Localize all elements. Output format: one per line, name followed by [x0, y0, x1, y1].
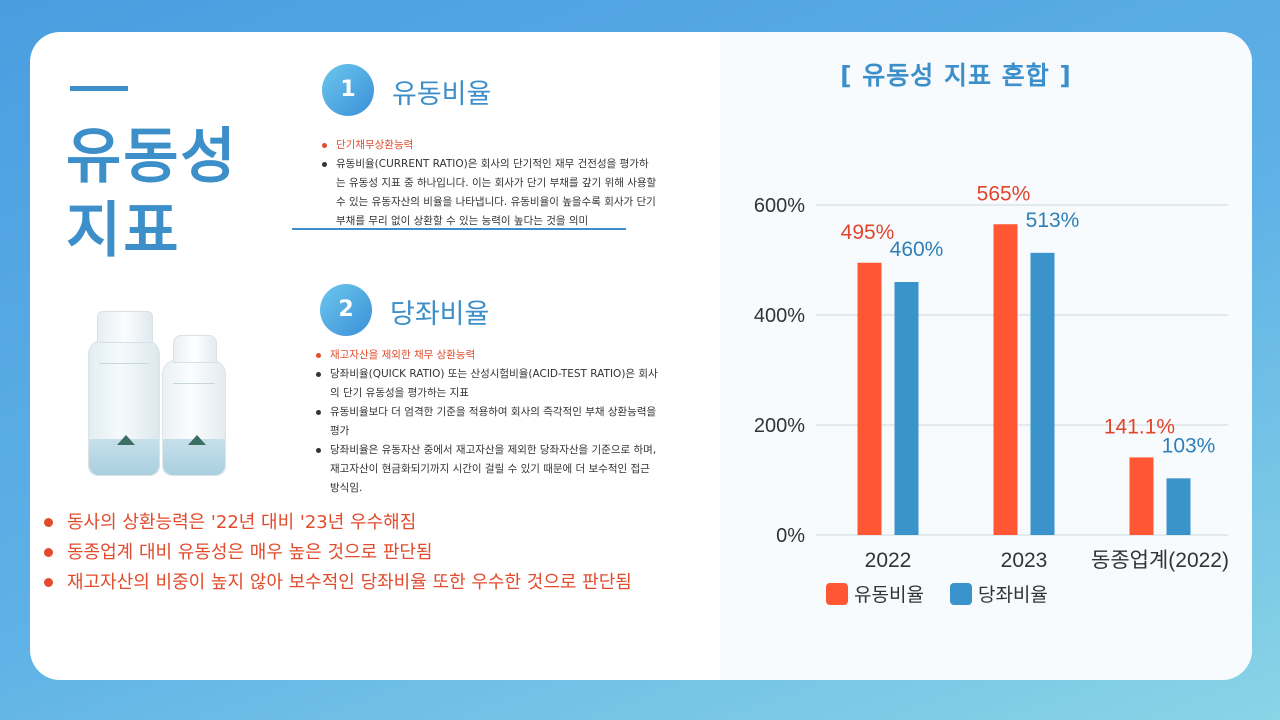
- x-tick-label: 동종업계(2022): [1091, 549, 1229, 572]
- section1-bullet-2: 유동비율(CURRENT RATIO)은 회사의 단기적인 재무 건전성을 평가…: [322, 155, 658, 231]
- bar-current: [857, 262, 882, 535]
- bar-current: [1129, 457, 1154, 535]
- legend-item-current: 유동비율: [826, 580, 924, 607]
- data-label-quick: 513%: [1026, 209, 1080, 232]
- x-tick-label: 2022: [865, 549, 912, 572]
- section2-number-badge: 2: [320, 284, 372, 336]
- y-tick-label: 200%: [754, 415, 805, 437]
- title-accent-bar: [70, 86, 128, 91]
- bar-quick: [894, 282, 919, 535]
- section2-bullet-4: 당좌비율은 유동자산 중에서 재고자산을 제외한 당좌자산을 기준으로 하며, …: [316, 441, 658, 498]
- bar-current: [993, 224, 1018, 535]
- section2-bullets: 재고자산을 제외한 채무 상환능력 당좌비율(QUICK RATIO) 또는 산…: [316, 346, 658, 498]
- y-tick-label: 0%: [776, 525, 805, 547]
- bar-quick: [1030, 252, 1055, 535]
- liquidity-bar-chart: 0% 200% 400% 600% 495%460% 2022 565% 513% 2023 14…: [754, 182, 1229, 572]
- bar-quick: [1166, 478, 1191, 535]
- data-label-quick: 460%: [890, 238, 944, 261]
- summary-item-3: 재고자산의 비중이 높지 않아 보수적인 당좌비율 또한 우수한 것으로 판단됨: [44, 568, 632, 598]
- section2-bullet-1: 재고자산을 제외한 채무 상환능력: [316, 346, 658, 365]
- section1-bullet-1: 단기채무상환능력: [322, 136, 658, 155]
- section1-bullets: 단기채무상환능력 유동비율(CURRENT RATIO)은 회사의 단기적인 재…: [322, 136, 658, 231]
- data-label-current: 141.1%: [1104, 415, 1175, 438]
- chart-legend: 유동비율 당좌비율: [826, 580, 1068, 607]
- summary-item-1: 동사의 상환능력은 '22년 대비 '23년 우수해짐: [44, 508, 632, 538]
- product-bottles-image: [80, 300, 230, 490]
- y-tick-label: 600%: [754, 195, 805, 217]
- page-title-line2: 지표: [66, 196, 181, 266]
- data-label-current: 565%: [977, 182, 1031, 205]
- page-title-line1: 유동성: [66, 122, 238, 192]
- data-label-current: 495%: [841, 221, 895, 244]
- legend-swatch-current: [826, 583, 848, 605]
- legend-label-quick: 당좌비율: [977, 584, 1048, 606]
- legend-label-current: 유동비율: [854, 584, 924, 606]
- section1-title: 유동비율: [392, 79, 492, 110]
- y-tick-label: 400%: [754, 305, 805, 327]
- small-bottle: [162, 335, 226, 476]
- legend-item-quick: 당좌비율: [949, 580, 1048, 607]
- section-divider: [292, 228, 626, 230]
- page-title: 유동성 지표: [66, 120, 238, 268]
- summary-list: 동사의 상환능력은 '22년 대비 '23년 우수해짐 동종업계 대비 유동성은…: [44, 508, 632, 598]
- chart-title: [ 유동성 지표 혼합 ]: [840, 61, 1072, 90]
- legend-swatch-quick: [949, 583, 972, 605]
- summary-item-2: 동종업계 대비 유동성은 매우 높은 것으로 판단됨: [44, 538, 632, 568]
- section2-bullet-3: 유동비율보다 더 엄격한 기준을 적용하여 회사의 즉각적인 부채 상환능력을 …: [316, 403, 658, 441]
- x-tick-label: 2023: [1001, 549, 1048, 572]
- chart-panel: [720, 32, 1252, 680]
- section2-bullet-2: 당좌비율(QUICK RATIO) 또는 산성시험비율(ACID-TEST RA…: [316, 365, 658, 403]
- section1-number-badge: 1: [322, 64, 374, 116]
- large-bottle: [88, 311, 160, 476]
- section2-title: 당좌비율: [390, 299, 490, 330]
- data-label-quick: 103%: [1162, 434, 1216, 457]
